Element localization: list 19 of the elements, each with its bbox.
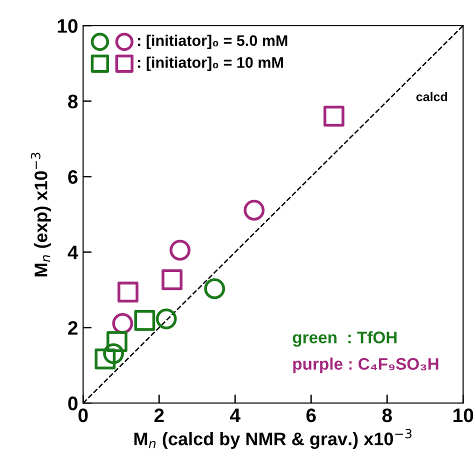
- x-tick-label: 0: [78, 408, 88, 422]
- x-tick-label: 4: [230, 408, 240, 422]
- annotation: purple : C₄F₉SO₃H: [293, 358, 438, 374]
- legend-label: : [initiator]₀ = 10 mM: [138, 56, 283, 71]
- y-tick-label: 4: [68, 246, 78, 260]
- legend-label: : [initiator]₀ = 5.0 mM: [138, 34, 288, 50]
- x-tick-label: 6: [306, 408, 316, 422]
- y-tick-label: 0: [68, 396, 78, 410]
- series-label: calcd: [416, 92, 448, 102]
- annotation: green : TfOH: [292, 331, 397, 347]
- x-axis-title: M$_{n}$ (calcd by NMR & grav.) x10$^{−3}$: [134, 428, 412, 449]
- y-tick-label: 2: [68, 321, 78, 335]
- x-tick-label: 2: [154, 408, 164, 422]
- y-tick-label: 8: [68, 94, 78, 108]
- y-tick-label: 6: [68, 170, 78, 184]
- y-tick-label: 10: [58, 19, 78, 33]
- y-axis-title: M$_{n}$ (exp) x10$^{−3}$: [30, 152, 51, 276]
- x-tick-label: 8: [382, 408, 392, 422]
- x-tick-label: 10: [454, 408, 474, 422]
